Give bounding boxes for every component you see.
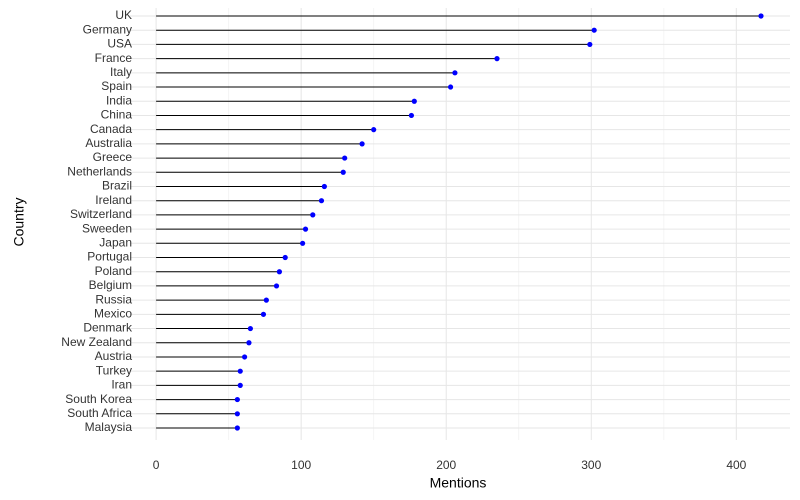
dot — [408, 112, 415, 119]
dot — [447, 84, 454, 90]
y-tick-label: Poland — [95, 264, 132, 278]
y-tick-label: Austria — [95, 349, 133, 363]
y-tick-label: Portugal — [87, 250, 132, 264]
dot — [247, 325, 253, 332]
y-tick-label: Brazil — [102, 179, 132, 193]
y-tick-label: Mexico — [94, 307, 132, 321]
dot — [340, 169, 346, 175]
y-tick-label: Greece — [93, 150, 133, 164]
y-tick-label: Denmark — [83, 321, 133, 335]
dot — [300, 240, 306, 246]
y-tick-label: Turkey — [96, 363, 132, 377]
y-axis-title: Country — [11, 197, 27, 246]
dot — [342, 155, 348, 161]
y-tick-label: India — [106, 93, 132, 107]
x-axis-title: Mentions — [430, 475, 487, 491]
dot — [234, 396, 240, 403]
y-tick-label: China — [101, 108, 133, 122]
dot — [234, 411, 240, 417]
y-tick-label: France — [95, 51, 133, 65]
y-tick-label: Germany — [83, 22, 132, 36]
dot — [246, 340, 252, 346]
dot — [234, 425, 240, 431]
y-tick-label: Japan — [99, 235, 132, 249]
dot — [452, 70, 458, 76]
dot — [371, 127, 377, 133]
y-tick-label: Malaysia — [85, 420, 133, 434]
y-tick-label: USA — [107, 37, 132, 51]
dot — [318, 198, 325, 204]
y-tick-label: Belgium — [89, 278, 132, 292]
dot — [359, 141, 365, 147]
y-tick-label: Iran — [111, 378, 132, 392]
y-tick-label: Switzerland — [70, 207, 132, 221]
dot — [273, 283, 280, 289]
y-tick-label: Spain — [101, 79, 132, 93]
y-tick-label: UK — [115, 8, 132, 22]
dot — [310, 212, 316, 218]
dot — [591, 27, 597, 33]
y-tick-label: Italy — [110, 65, 132, 79]
y-tick-label: South Africa — [67, 406, 132, 420]
x-tick-label: 0 — [153, 458, 160, 472]
x-tick-label: 100 — [291, 458, 311, 472]
dot — [321, 183, 327, 190]
y-tick-label: South Korea — [65, 392, 132, 406]
y-tick-label: New Zealand — [61, 335, 132, 349]
dot — [260, 311, 267, 317]
dot — [302, 226, 309, 232]
dot — [263, 297, 269, 303]
x-tick-label: 300 — [581, 458, 601, 472]
dot — [276, 269, 283, 275]
y-tick-label: Russia — [95, 292, 132, 306]
dot — [494, 56, 500, 62]
dot — [282, 254, 288, 261]
dot — [758, 13, 764, 19]
dot — [411, 98, 417, 104]
y-tick-label: Australia — [85, 136, 132, 150]
y-tick-label: Sweeden — [82, 221, 132, 235]
y-tick-label: Netherlands — [67, 164, 132, 178]
x-tick-label: 200 — [436, 458, 456, 472]
dot — [237, 382, 243, 388]
dot — [237, 368, 243, 374]
y-tick-label: Canada — [90, 122, 132, 136]
dot — [587, 41, 593, 48]
x-tick-label: 400 — [726, 458, 746, 472]
y-tick-label: Ireland — [95, 193, 132, 207]
dot — [241, 354, 248, 360]
